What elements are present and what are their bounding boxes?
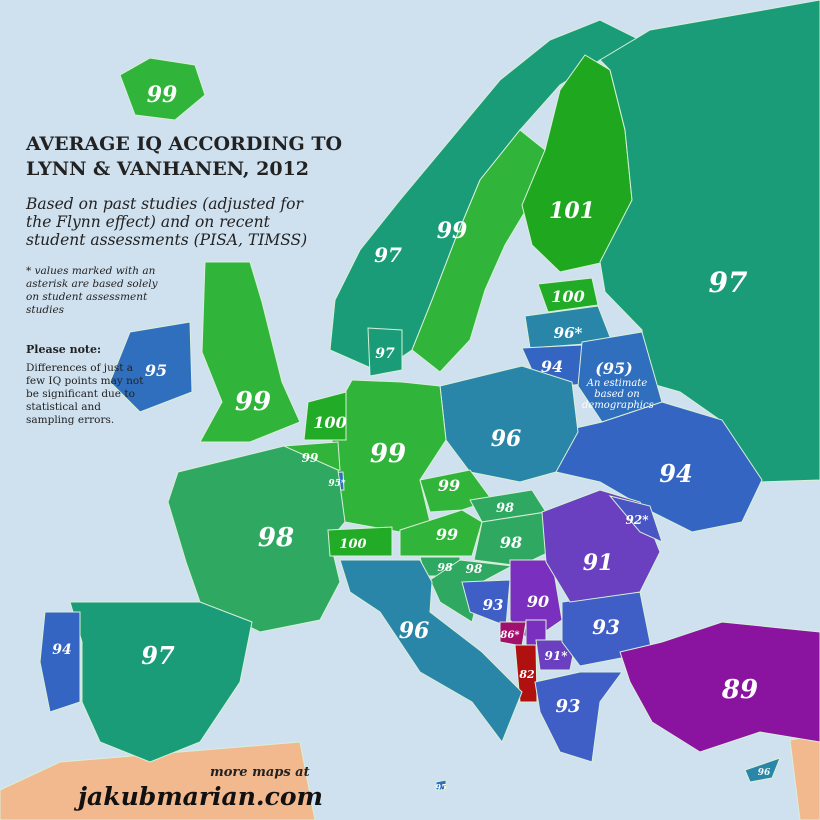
iq-label-moldova: 92* xyxy=(626,513,650,527)
iq-label-italy: 96 xyxy=(399,618,430,644)
map-subtitle: Based on past studies (adjusted for the … xyxy=(26,195,308,249)
country-estonia xyxy=(537,277,599,313)
iq-label-poland: 96 xyxy=(491,426,522,452)
country-austria xyxy=(399,509,483,557)
iq-label-belarus: (95) xyxy=(595,359,632,378)
map-title: AVERAGE IQ ACCORDING TO LYNN & VANHANEN,… xyxy=(26,133,343,180)
iq-label-latvia: 96* xyxy=(554,324,583,342)
belarus-estimate-note: An estimate based on demographics xyxy=(582,378,654,411)
iq-label-serbia: 90 xyxy=(527,592,549,611)
country-moldova xyxy=(608,495,663,543)
iq-label-czechia: 99 xyxy=(438,476,460,495)
iq-label-netherlands: 100 xyxy=(313,413,346,432)
iq-label-slovenia: 98 xyxy=(437,561,453,574)
iq-label-macedonia: 91* xyxy=(545,649,569,663)
iq-label-ukraine: 94 xyxy=(659,459,692,488)
iq-label-france: 98 xyxy=(258,523,294,553)
iq-label-slovakia: 98 xyxy=(496,501,514,516)
iq-label-spain: 97 xyxy=(141,641,175,670)
country-iceland xyxy=(119,57,206,121)
country-denmark xyxy=(367,327,403,377)
country-turkey xyxy=(619,621,820,753)
iq-label-austria: 99 xyxy=(436,525,458,544)
iq-label-switzerland: 100 xyxy=(339,537,366,552)
country-italy xyxy=(339,559,523,744)
iq-label-montenegro: 86* xyxy=(500,630,520,641)
country-spain xyxy=(69,601,253,763)
iq-label-croatia: 98 xyxy=(466,562,483,576)
country-uk xyxy=(199,261,301,443)
iq-label-uk: 99 xyxy=(235,387,271,417)
iq-label-lithuania: 94 xyxy=(541,357,563,376)
iq-label-hungary: 98 xyxy=(500,533,522,552)
iq-label-portugal: 94 xyxy=(52,642,71,658)
iq-label-estonia: 100 xyxy=(551,287,584,306)
iq-label-finland: 101 xyxy=(549,198,595,224)
country-france xyxy=(167,445,346,633)
iq-label-denmark: 97 xyxy=(375,346,395,362)
iq-label-iceland: 99 xyxy=(147,82,178,108)
country-ukraine xyxy=(555,401,763,533)
iq-label-germany: 99 xyxy=(370,439,406,469)
footer-more: more maps at xyxy=(210,765,310,780)
country-greece xyxy=(534,671,623,763)
country-switzerland xyxy=(327,526,393,557)
country-poland xyxy=(439,365,579,483)
country-netherlands xyxy=(303,391,347,441)
middle-east-landmass xyxy=(789,734,820,820)
iq-label-bosnia: 93 xyxy=(483,596,504,614)
country-portugal xyxy=(39,611,81,713)
iq-label-sweden: 99 xyxy=(437,218,468,244)
country-ireland xyxy=(109,321,193,413)
note-heading: Please note: xyxy=(26,343,102,356)
country-cyprus xyxy=(744,757,781,783)
iq-label-romania: 91 xyxy=(583,550,614,576)
iq-label-ireland: 95 xyxy=(145,361,167,380)
iq-label-cyprus: 96 xyxy=(758,768,771,778)
note-body: Differences of just a few IQ points may … xyxy=(26,362,144,426)
iq-label-greece: 93 xyxy=(555,696,580,717)
africa-landmass xyxy=(0,741,316,820)
iq-label-russia: 97 xyxy=(709,266,748,299)
country-hungary xyxy=(473,511,563,567)
iq-label-turkey: 89 xyxy=(721,675,758,705)
asterisk-note: * values marked with an asterisk are bas… xyxy=(26,265,158,316)
footer-site: jakubmarian.com xyxy=(78,782,323,811)
iq-label-belgium: 99 xyxy=(302,451,319,465)
iq-label-albania: 82 xyxy=(519,668,535,681)
country-malta xyxy=(435,779,447,791)
iq-label-bulgaria: 93 xyxy=(592,615,620,639)
country-albania xyxy=(514,644,538,703)
iq-label-malta: 95 xyxy=(435,782,447,792)
iq-label-norway: 97 xyxy=(374,243,402,267)
iq-label-luxembourg: 95* xyxy=(328,479,346,489)
